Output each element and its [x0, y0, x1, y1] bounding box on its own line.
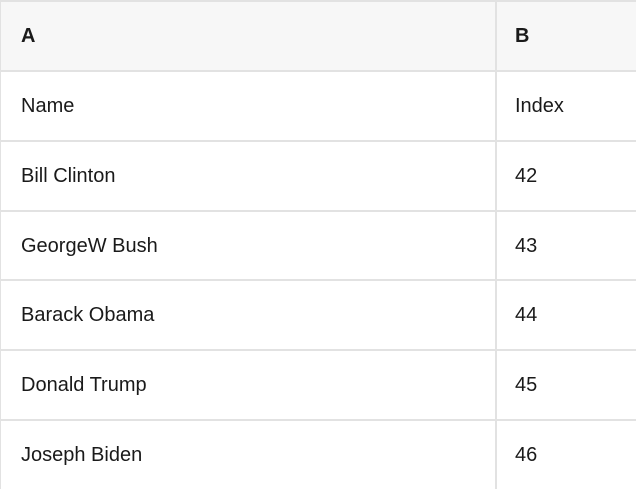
cell-b4[interactable]: 44: [497, 281, 636, 349]
cell-a1-text: Name: [21, 94, 75, 117]
column-header-b-label: B: [515, 24, 530, 47]
cell-a1[interactable]: Name: [1, 71, 497, 140]
cell-a3[interactable]: GeorgeW Bush: [1, 211, 497, 280]
column-header-row: A B: [1, 2, 636, 72]
cell-a4-text: Barack Obama: [21, 304, 155, 327]
column-header-a-label: A: [21, 24, 36, 47]
table-row: Joseph Biden 46: [1, 421, 636, 489]
cell-b2[interactable]: 42: [497, 142, 636, 210]
cell-b1-text: Index: [515, 94, 564, 117]
table-row: Name Index: [1, 71, 636, 142]
cell-a2-text: Bill Clinton: [21, 164, 116, 187]
cell-a6-text: Joseph Biden: [21, 444, 143, 467]
cell-b1[interactable]: Index: [497, 72, 636, 140]
cell-b6[interactable]: 46: [497, 421, 636, 489]
column-header-b[interactable]: B: [497, 2, 636, 70]
cell-a6[interactable]: Joseph Biden: [1, 421, 497, 489]
table-row: Donald Trump 45: [1, 351, 636, 422]
cell-b5-text: 45: [515, 374, 538, 397]
cell-b5[interactable]: 45: [497, 351, 636, 419]
cell-b3-text: 43: [515, 234, 538, 257]
cell-a3-text: GeorgeW Bush: [21, 234, 158, 257]
cell-b4-text: 44: [515, 304, 538, 327]
table-row: GeorgeW Bush 43: [1, 211, 636, 282]
cell-b2-text: 42: [515, 164, 538, 187]
cell-a5-text: Donald Trump: [21, 374, 147, 397]
table-row: Bill Clinton 42: [1, 141, 636, 212]
cell-a4[interactable]: Barack Obama: [1, 281, 497, 350]
cell-b3[interactable]: 43: [497, 212, 636, 280]
cell-a2[interactable]: Bill Clinton: [1, 141, 497, 210]
cell-a5[interactable]: Donald Trump: [1, 351, 497, 420]
table-row: Barack Obama 44: [1, 281, 636, 352]
cell-b6-text: 46: [515, 444, 538, 467]
column-header-a[interactable]: A: [1, 2, 497, 70]
